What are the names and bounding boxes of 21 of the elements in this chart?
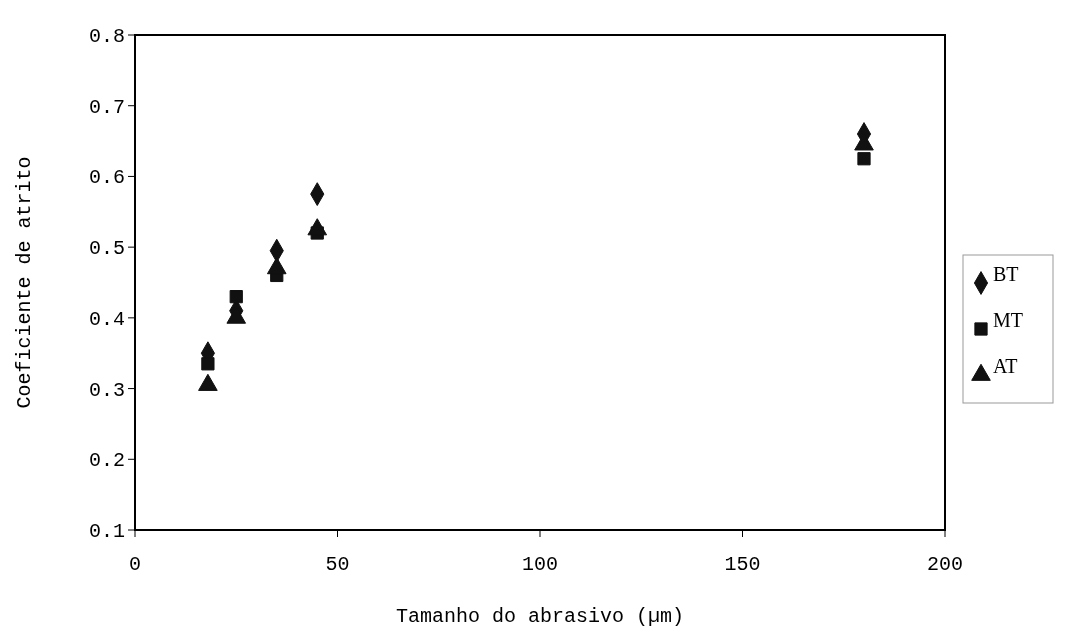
x-tick-label: 150 (724, 553, 761, 576)
y-tick-label: 0.3 (88, 378, 125, 402)
y-axis-title: Coeficiente de atrito (13, 156, 36, 409)
point (857, 152, 871, 166)
y-tick-label: 0.2 (88, 449, 125, 473)
point (201, 357, 215, 371)
y-tick-label: 0.5 (88, 237, 125, 261)
x-tick-label: 50 (325, 553, 350, 576)
x-tick-label: 100 (521, 553, 559, 576)
y-tick-label: 0.7 (88, 95, 125, 119)
legend-label: MT (993, 309, 1023, 331)
x-tick-label: 200 (926, 553, 964, 576)
legend-label: BT (993, 263, 1019, 285)
x-axis-title: Tamanho do abrasivo (µm) (395, 605, 685, 628)
y-tick-label: 0.4 (88, 307, 125, 331)
legend-label: AT (993, 355, 1018, 377)
y-tick-label: 0.1 (88, 520, 125, 543)
y-tick-label: 0.6 (88, 166, 125, 190)
x-tick-label: 0 (128, 553, 142, 576)
y-tick-label: 0.8 (88, 25, 125, 48)
point (229, 290, 243, 304)
